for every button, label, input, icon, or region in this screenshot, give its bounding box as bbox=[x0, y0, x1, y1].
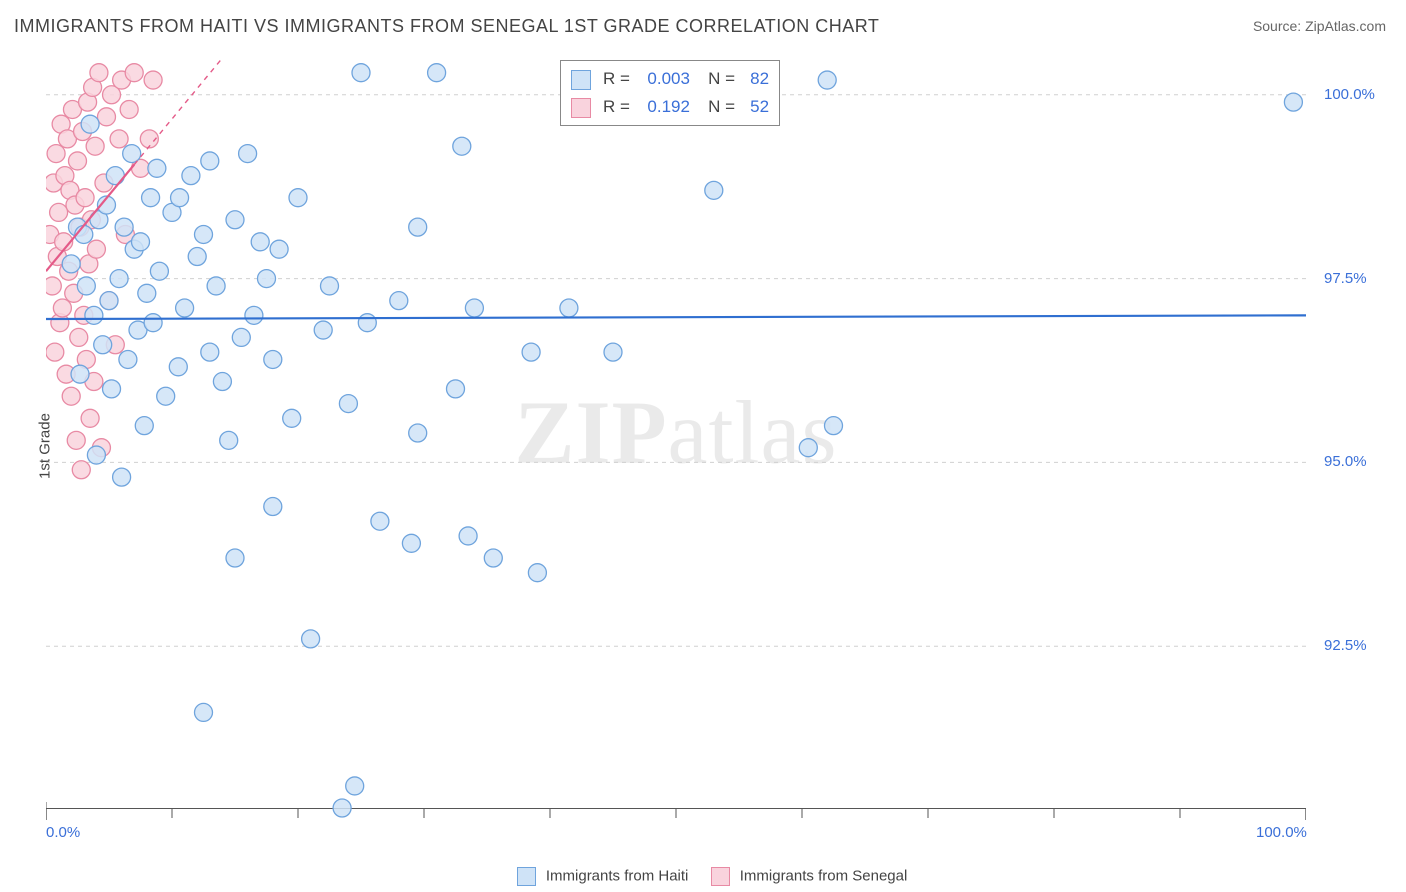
legend-swatch-senegal bbox=[711, 867, 730, 886]
r-value: 0.003 bbox=[634, 65, 690, 93]
n-key: N = bbox=[708, 69, 735, 88]
n-value: 82 bbox=[739, 65, 769, 93]
n-key: N = bbox=[708, 97, 735, 116]
x-legend: Immigrants from Haiti Immigrants from Se… bbox=[0, 867, 1406, 886]
y-tick-label: 95.0% bbox=[1324, 453, 1367, 470]
legend-label-haiti: Immigrants from Haiti bbox=[546, 867, 689, 884]
r-key: R = bbox=[603, 97, 630, 116]
scatter-svg bbox=[46, 58, 1306, 828]
legend-label-senegal: Immigrants from Senegal bbox=[740, 867, 908, 884]
y-tick-label: 92.5% bbox=[1324, 637, 1367, 654]
chart-title: IMMIGRANTS FROM HAITI VS IMMIGRANTS FROM… bbox=[14, 16, 879, 37]
x-tick-label: 100.0% bbox=[1256, 824, 1307, 841]
r-swatch bbox=[571, 70, 591, 90]
r-legend-row: R =0.192 N =52 bbox=[571, 93, 769, 121]
chart-page: IMMIGRANTS FROM HAITI VS IMMIGRANTS FROM… bbox=[0, 0, 1406, 892]
legend-swatch-haiti bbox=[517, 867, 536, 886]
r-swatch bbox=[571, 98, 591, 118]
y-tick-label: 97.5% bbox=[1324, 270, 1367, 287]
correlation-legend-box: R =0.003 N =82R =0.192 N =52 bbox=[560, 60, 780, 126]
r-key: R = bbox=[603, 69, 630, 88]
y-tick-label: 100.0% bbox=[1324, 86, 1375, 103]
n-value: 52 bbox=[739, 93, 769, 121]
source-attribution: Source: ZipAtlas.com bbox=[1253, 18, 1386, 34]
x-tick-label: 0.0% bbox=[46, 824, 80, 841]
r-value: 0.192 bbox=[634, 93, 690, 121]
plot-area: ZIPatlas bbox=[46, 58, 1306, 809]
r-legend-row: R =0.003 N =82 bbox=[571, 65, 769, 93]
